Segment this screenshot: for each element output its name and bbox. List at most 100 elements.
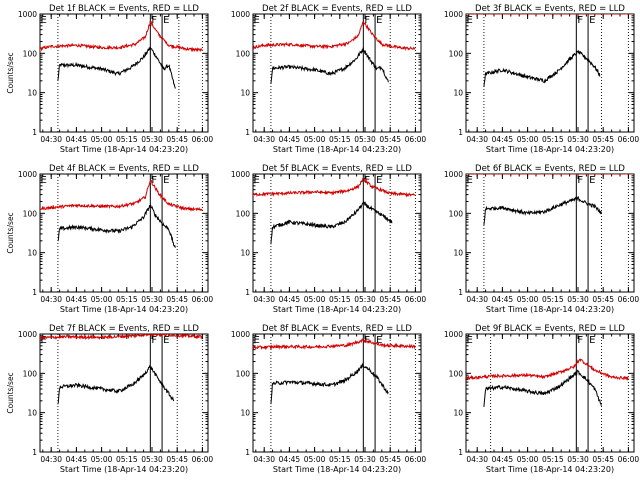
y-tick-label: 100 (236, 209, 251, 218)
x-tick-label: 05:00 (517, 295, 539, 304)
interval-marker: E (163, 15, 169, 26)
interval-marker: E (253, 15, 259, 26)
x-tick-label: 05:00 (91, 135, 113, 144)
y-tick-label: 1000 (231, 330, 250, 339)
y-tick-label: 10 (453, 409, 463, 418)
plot-frame (39, 333, 209, 453)
y-tick-label: 1000 (444, 330, 463, 339)
x-tick-label: 05:30 (354, 455, 376, 464)
y-tick-label: 1 (245, 448, 250, 457)
y-tick-label: 1000 (18, 330, 37, 339)
panel-title: Det 1f BLACK = Events, RED = LLD (49, 4, 199, 14)
x-tick-label: 05:45 (379, 295, 401, 304)
x-tick-label: 04:30 (466, 455, 488, 464)
x-tick-label: 05:15 (116, 455, 138, 464)
interval-marker: F (151, 335, 157, 346)
x-axis-label: Start Time (18-Apr-14 04:23:20) (273, 145, 401, 154)
plot-frame (465, 333, 635, 453)
series-events-line (57, 204, 176, 248)
y-tick-label: 1000 (18, 170, 37, 179)
interval-marker: E (589, 335, 595, 346)
interval-marker: E (589, 15, 595, 26)
x-axis-label: Start Time (18-Apr-14 04:23:20) (273, 305, 401, 314)
x-tick-label: 05:00 (91, 295, 113, 304)
y-tick-label: 100 (23, 369, 38, 378)
series-events-line (57, 364, 175, 405)
interval-marker: E (40, 175, 46, 186)
x-tick-label: 05:45 (166, 455, 188, 464)
y-axis-label: Counts/sec (6, 52, 15, 93)
x-axis-label: Start Time (18-Apr-14 04:23:20) (60, 305, 188, 314)
x-tick-label: 04:30 (466, 295, 488, 304)
x-tick-label: 06:00 (405, 135, 427, 144)
x-tick-label: 05:45 (379, 455, 401, 464)
panel-5: Det 5f BLACK = Events, RED = LLD 1 10 100 10… (231, 164, 427, 314)
y-axis-label: Counts/sec (6, 372, 15, 413)
panel-4: Det 4f BLACK = Events, RED = LLD 1 10 100 10… (6, 164, 213, 314)
series-events-line (270, 362, 389, 405)
plot-frame (252, 333, 422, 453)
y-tick-label: 100 (449, 369, 464, 378)
y-tick-label: 10 (240, 249, 250, 258)
interval-marker: E (376, 15, 382, 26)
y-tick-label: 10 (453, 249, 463, 258)
interval-marker: F (364, 175, 370, 186)
x-tick-label: 05:30 (354, 135, 376, 144)
x-tick-label: 04:45 (66, 135, 88, 144)
interval-marker: E (163, 335, 169, 346)
series-events-line (270, 201, 393, 245)
y-tick-label: 100 (23, 49, 38, 58)
x-axis-label: Start Time (18-Apr-14 04:23:20) (486, 465, 614, 474)
y-tick-label: 100 (23, 209, 38, 218)
x-tick-label: 05:45 (592, 455, 614, 464)
y-axis-label: Counts/sec (6, 212, 15, 253)
x-axis-label: Start Time (18-Apr-14 04:23:20) (60, 145, 188, 154)
x-tick-label: 05:15 (542, 295, 564, 304)
series-lld-line (40, 20, 203, 53)
y-tick-label: 100 (236, 369, 251, 378)
panel-6: Det 6f BLACK = Events, RED = LLD 1 10 100 10… (444, 164, 640, 314)
series-events-line (483, 195, 602, 225)
panel-9: Det 9f BLACK = Events, RED = LLD 1 10 100 10… (444, 324, 640, 474)
interval-marker: F (151, 15, 157, 26)
panel-title: Det 6f BLACK = Events, RED = LLD (475, 164, 625, 174)
x-tick-label: 05:00 (304, 295, 326, 304)
x-tick-label: 04:45 (492, 295, 514, 304)
x-tick-label: 04:30 (253, 455, 275, 464)
y-tick-label: 10 (240, 409, 250, 418)
x-tick-label: 04:45 (66, 455, 88, 464)
series-lld-line (253, 177, 416, 198)
x-tick-label: 05:15 (542, 455, 564, 464)
x-tick-label: 05:00 (517, 135, 539, 144)
interval-marker: E (376, 335, 382, 346)
x-tick-label: 05:30 (567, 135, 589, 144)
series-events-line (483, 369, 602, 407)
series-events-line (57, 46, 176, 89)
interval-marker: E (376, 175, 382, 186)
interval-marker: E (253, 335, 259, 346)
interval-marker: E (40, 335, 46, 346)
x-tick-label: 05:00 (517, 455, 539, 464)
x-tick-label: 05:15 (329, 295, 351, 304)
panel-title: Det 7f BLACK = Events, RED = LLD (49, 324, 199, 334)
x-tick-label: 05:00 (91, 455, 113, 464)
plot-frame (39, 173, 209, 293)
x-tick-label: 04:45 (492, 455, 514, 464)
panel-title: Det 8f BLACK = Events, RED = LLD (262, 324, 412, 334)
x-tick-label: 06:00 (192, 135, 214, 144)
x-tick-label: 04:45 (66, 295, 88, 304)
panel-title: Det 2f BLACK = Events, RED = LLD (262, 4, 412, 14)
interval-marker: F (364, 335, 370, 346)
y-tick-label: 10 (27, 249, 37, 258)
x-tick-label: 05:00 (304, 135, 326, 144)
x-tick-label: 05:45 (592, 295, 614, 304)
series-lld-line (40, 334, 203, 341)
y-tick-label: 1 (245, 288, 250, 297)
series-lld-line (40, 179, 203, 212)
x-tick-label: 05:00 (304, 455, 326, 464)
x-tick-label: 05:45 (166, 135, 188, 144)
x-tick-label: 05:15 (116, 295, 138, 304)
x-axis-label: Start Time (18-Apr-14 04:23:20) (486, 305, 614, 314)
y-tick-label: 1 (245, 128, 250, 137)
y-tick-label: 10 (240, 89, 250, 98)
